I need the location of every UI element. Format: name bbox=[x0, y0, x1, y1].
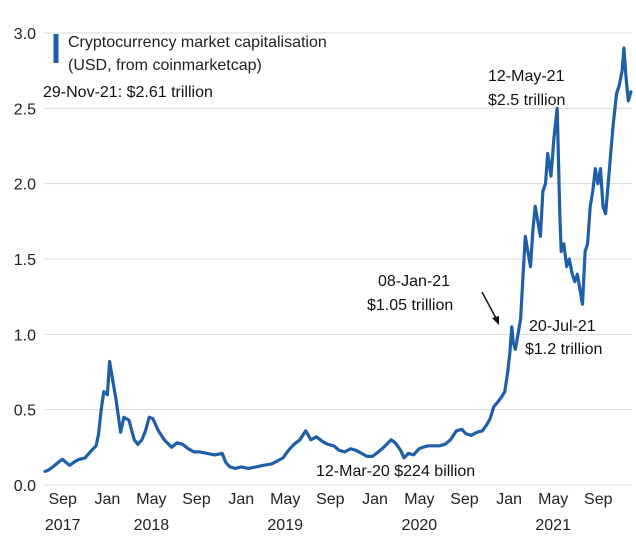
annotations: 29-Nov-21: $2.61 trillion 12-May-21 $2.5… bbox=[43, 68, 602, 480]
legend: Cryptocurrency market capitalisation (US… bbox=[53, 34, 327, 74]
annotation-may21-value: $2.5 trillion bbox=[488, 92, 565, 109]
y-tick-label: 2.0 bbox=[14, 177, 36, 194]
x-year-label: 2019 bbox=[267, 517, 303, 534]
x-tick-label: May bbox=[538, 491, 568, 508]
x-year-label: 2017 bbox=[45, 517, 81, 534]
y-tick-label: 0.0 bbox=[14, 478, 36, 495]
series-line-0 bbox=[43, 46, 633, 473]
x-tick-label: Jan bbox=[496, 491, 522, 508]
annotation-jan21-value: $1.05 trillion bbox=[367, 297, 453, 314]
x-year-label: 2020 bbox=[402, 517, 438, 534]
annotation-mar20: 12-Mar-20 $224 billion bbox=[316, 463, 475, 480]
x-year-label: 2018 bbox=[134, 517, 170, 534]
y-tick-label: 1.0 bbox=[14, 327, 36, 344]
x-tick-label: May bbox=[404, 491, 434, 508]
y-tick-label: 3.0 bbox=[14, 26, 36, 43]
annotation-jan21-arrowhead bbox=[492, 316, 499, 325]
x-tick-label: May bbox=[270, 491, 300, 508]
x-tick-label: Jan bbox=[228, 491, 254, 508]
x-tick-label: Sep bbox=[182, 491, 211, 508]
x-tick-label: Sep bbox=[48, 491, 77, 508]
annotation-may21-date: 12-May-21 bbox=[488, 68, 565, 85]
annotation-jul21-value: $1.2 trillion bbox=[525, 341, 602, 358]
annotation-jan21-arrow bbox=[481, 291, 499, 323]
x-tick-label: Jan bbox=[362, 491, 388, 508]
x-tick-label: Sep bbox=[584, 491, 613, 508]
x-year-label: 2021 bbox=[535, 517, 571, 534]
series-layer bbox=[43, 46, 633, 473]
y-axis-tick-labels: 0.0 0.5 1.0 1.5 2.0 2.5 3.0 bbox=[14, 26, 36, 495]
y-tick-label: 2.5 bbox=[14, 101, 36, 118]
x-tick-label: May bbox=[136, 491, 166, 508]
y-tick-label: 1.5 bbox=[14, 252, 36, 269]
legend-label-line-1: Cryptocurrency market capitalisation bbox=[68, 34, 327, 51]
annotation-jul21-date: 20-Jul-21 bbox=[529, 318, 596, 335]
annotation-jan21-date: 08-Jan-21 bbox=[378, 273, 450, 290]
x-tick-label: Jan bbox=[95, 491, 121, 508]
annotation-latest: 29-Nov-21: $2.61 trillion bbox=[43, 84, 213, 101]
y-tick-label: 0.5 bbox=[14, 403, 36, 420]
gridlines bbox=[44, 32, 632, 486]
x-tick-label: Sep bbox=[316, 491, 345, 508]
legend-label-line-2: (USD, from coinmarketcap) bbox=[68, 57, 262, 74]
x-axis-tick-labels: Sep Jan May Sep Jan May Sep Jan May Sep Jan May Sep 2… bbox=[45, 491, 613, 534]
x-tick-label: Sep bbox=[450, 491, 479, 508]
